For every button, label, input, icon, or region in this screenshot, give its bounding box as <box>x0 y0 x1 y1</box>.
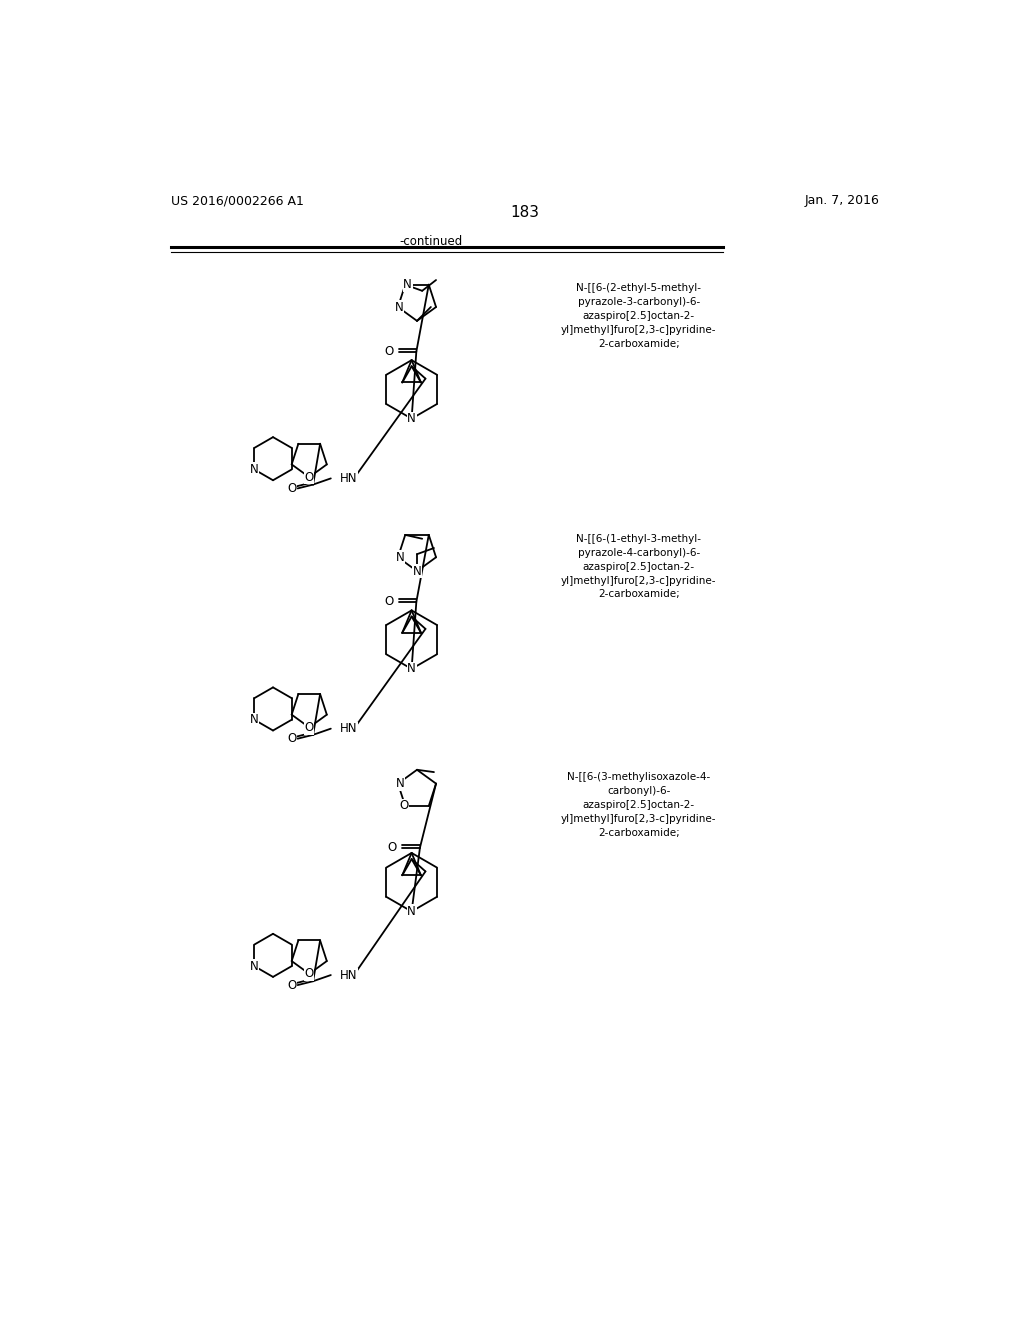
Text: N: N <box>250 463 259 477</box>
Text: O: O <box>399 800 409 813</box>
Text: HN: HN <box>340 722 357 735</box>
Text: HN: HN <box>340 969 357 982</box>
Text: N: N <box>408 906 416 917</box>
Text: N: N <box>395 301 403 314</box>
Text: O: O <box>384 345 393 358</box>
Text: N-[[6-(1-ethyl-3-methyl-
pyrazole-4-carbonyl)-6-
azaspiro[2.5]octan-2-
yl]methyl: N-[[6-(1-ethyl-3-methyl- pyrazole-4-carb… <box>561 533 717 599</box>
Text: N: N <box>396 777 404 791</box>
Text: N-[[6-(2-ethyl-5-methyl-
pyrazole-3-carbonyl)-6-
azaspiro[2.5]octan-2-
yl]methyl: N-[[6-(2-ethyl-5-methyl- pyrazole-3-carb… <box>561 284 717 350</box>
Text: -continued: -continued <box>399 235 463 248</box>
Text: Jan. 7, 2016: Jan. 7, 2016 <box>804 194 879 207</box>
Text: O: O <box>304 471 314 483</box>
Text: O: O <box>384 595 393 609</box>
Text: N: N <box>403 279 412 292</box>
Text: O: O <box>304 721 314 734</box>
Text: 183: 183 <box>510 205 540 220</box>
Text: O: O <box>287 733 296 746</box>
Text: N: N <box>413 565 421 578</box>
Text: O: O <box>287 978 296 991</box>
Text: O: O <box>287 482 296 495</box>
Text: N: N <box>396 550 404 564</box>
Text: N: N <box>250 960 259 973</box>
Text: N: N <box>408 663 416 676</box>
Text: N-[[6-(3-methylisoxazole-4-
carbonyl)-6-
azaspiro[2.5]octan-2-
yl]methyl]furo[2,: N-[[6-(3-methylisoxazole-4- carbonyl)-6-… <box>561 772 717 838</box>
Text: US 2016/0002266 A1: US 2016/0002266 A1 <box>171 194 303 207</box>
Text: O: O <box>388 841 397 854</box>
Text: O: O <box>304 968 314 981</box>
Text: HN: HN <box>340 473 357 484</box>
Text: N: N <box>250 713 259 726</box>
Text: N: N <box>408 412 416 425</box>
